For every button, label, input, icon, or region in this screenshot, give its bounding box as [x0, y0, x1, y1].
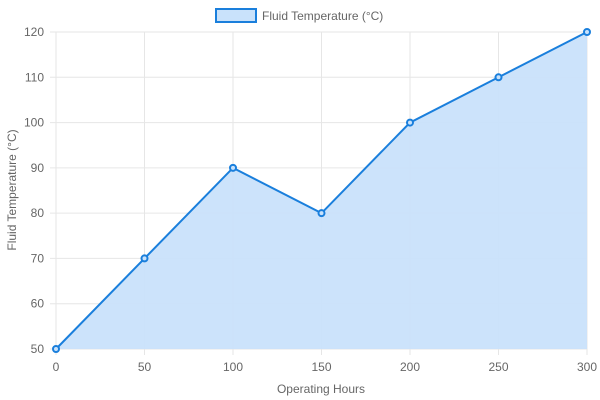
- x-tick-label: 150: [311, 360, 331, 374]
- y-tick-label: 100: [24, 116, 44, 130]
- data-point[interactable]: [583, 28, 591, 36]
- legend-label: Fluid Temperature (°C): [262, 9, 383, 23]
- x-tick-label: 100: [223, 360, 243, 374]
- x-tick-labels: 0 50 100 150 200 250 300: [53, 360, 598, 374]
- x-tick-label: 50: [138, 360, 152, 374]
- x-tick-label: 250: [488, 360, 508, 374]
- data-point[interactable]: [140, 254, 149, 263]
- data-point[interactable]: [229, 163, 237, 172]
- legend[interactable]: Fluid Temperature (°C): [215, 8, 383, 23]
- y-tick-label: 60: [31, 297, 45, 311]
- y-tick-label: 50: [31, 342, 45, 356]
- x-axis-title: Operating Hours: [277, 382, 365, 396]
- y-tick-label: 90: [31, 161, 45, 175]
- legend-swatch: [215, 8, 257, 23]
- area-fill: [56, 32, 587, 349]
- data-point[interactable]: [52, 345, 60, 353]
- x-tick-label: 200: [400, 360, 420, 374]
- y-tick-label: 110: [25, 70, 44, 84]
- data-point[interactable]: [494, 73, 503, 82]
- y-tick-label: 120: [24, 25, 44, 39]
- y-axis-title: Fluid Temperature (°C): [5, 129, 19, 250]
- x-tick-label: 300: [577, 360, 597, 374]
- y-tick-labels: 50 60 70 80 90 100 110 120: [24, 25, 44, 356]
- y-tick-label: 70: [31, 251, 45, 265]
- data-point[interactable]: [317, 209, 326, 218]
- data-point[interactable]: [406, 118, 414, 127]
- y-tick-label: 80: [31, 206, 45, 220]
- x-tick-label: 0: [53, 360, 60, 374]
- data-points: [52, 28, 591, 353]
